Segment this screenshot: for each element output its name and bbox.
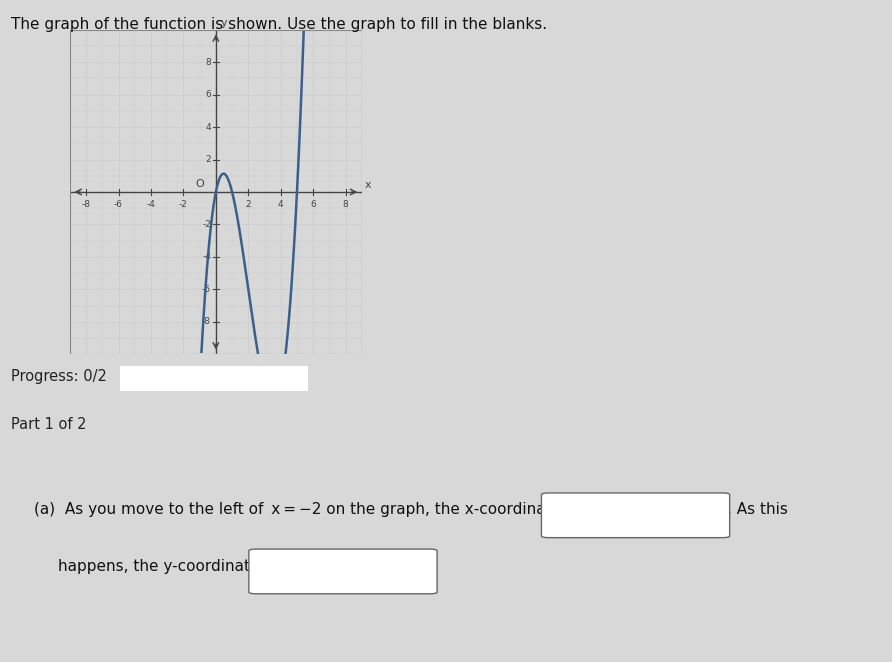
FancyBboxPatch shape — [541, 493, 730, 538]
FancyBboxPatch shape — [120, 367, 308, 391]
Text: (Choose one): (Choose one) — [262, 565, 351, 577]
Text: -4: -4 — [202, 252, 211, 261]
Text: -6: -6 — [114, 200, 123, 209]
FancyBboxPatch shape — [249, 549, 437, 594]
Text: -8: -8 — [81, 200, 91, 209]
Text: 4: 4 — [278, 200, 284, 209]
Text: Part 1 of 2: Part 1 of 2 — [11, 417, 87, 432]
Text: -6: -6 — [202, 285, 211, 294]
Text: 6: 6 — [205, 90, 211, 99]
Text: ▼: ▼ — [414, 566, 421, 577]
Text: y: y — [220, 18, 227, 28]
Text: (a)  As you move to the left of  x = −2 on the graph, the x-coordinates: (a) As you move to the left of x = −2 on… — [34, 502, 569, 517]
Text: (Choose one): (Choose one) — [555, 508, 643, 521]
Text: O: O — [195, 179, 204, 189]
Text: 8: 8 — [343, 200, 349, 209]
Text: The graph of the function is shown. Use the graph to fill in the blanks.: The graph of the function is shown. Use … — [11, 17, 547, 32]
Text: 8: 8 — [205, 58, 211, 67]
Text: -8: -8 — [202, 317, 211, 326]
Text: Progress: 0/2: Progress: 0/2 — [11, 369, 106, 383]
Text: ▼: ▼ — [707, 510, 714, 520]
Text: 4: 4 — [205, 122, 211, 132]
Text: 6: 6 — [310, 200, 316, 209]
Text: -2: -2 — [179, 200, 188, 209]
Text: 2: 2 — [205, 155, 211, 164]
Text: -2: -2 — [202, 220, 211, 229]
Text: -4: -4 — [146, 200, 155, 209]
Text: happens, the y-coordinates: happens, the y-coordinates — [58, 559, 268, 574]
Text: x: x — [365, 181, 372, 191]
Text: .: . — [433, 559, 437, 574]
Text: 2: 2 — [245, 200, 252, 209]
Text: . As this: . As this — [727, 502, 788, 517]
